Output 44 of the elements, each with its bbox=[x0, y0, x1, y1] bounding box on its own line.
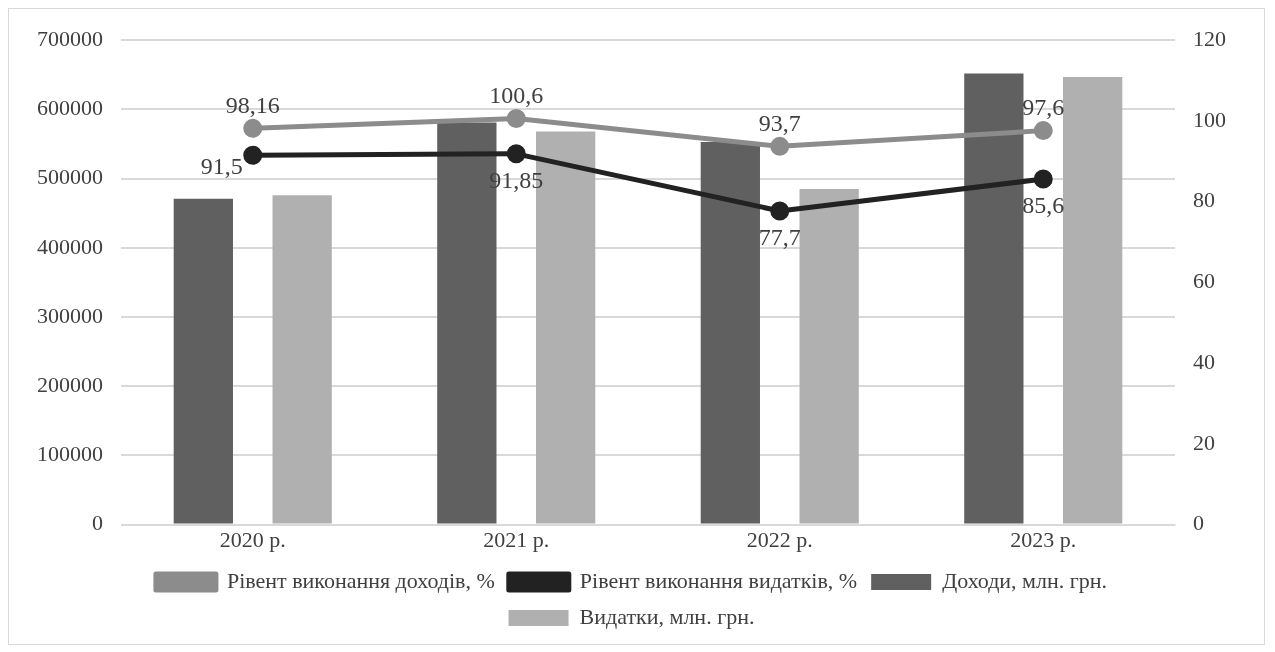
point bbox=[243, 118, 263, 138]
point bbox=[1033, 121, 1053, 141]
point bbox=[506, 144, 526, 164]
y2-tick-label: 40 bbox=[1193, 348, 1215, 374]
legend-label: Рівент виконання видатків, % bbox=[579, 567, 858, 593]
y2-tick-label: 20 bbox=[1193, 429, 1215, 455]
data-label: 97,6 bbox=[1022, 93, 1065, 120]
data-label: 85,6 bbox=[1022, 192, 1065, 219]
y-tick-label: 200000 bbox=[37, 371, 103, 397]
y2-tick-label: 120 bbox=[1193, 25, 1226, 51]
y2-tick-label: 100 bbox=[1193, 106, 1226, 132]
bar bbox=[173, 198, 233, 524]
y-tick-label: 100000 bbox=[37, 441, 103, 467]
x-tick-label: 2022 р. bbox=[746, 526, 813, 552]
y-tick-label: 0 bbox=[92, 510, 103, 536]
point bbox=[243, 145, 263, 165]
bar bbox=[272, 195, 332, 524]
data-label: 91,5 bbox=[200, 152, 243, 179]
legend-label: Доходи, млн. грн. bbox=[942, 567, 1108, 593]
point bbox=[1033, 169, 1053, 189]
data-label: 100,6 bbox=[489, 81, 544, 108]
y-tick-label: 600000 bbox=[37, 95, 103, 121]
data-label: 77,7 bbox=[758, 224, 801, 251]
y2-tick-label: 0 bbox=[1193, 510, 1204, 536]
bar bbox=[700, 141, 760, 524]
y-tick-label: 400000 bbox=[37, 233, 103, 259]
legend-label: Видатки, млн. грн. bbox=[579, 603, 755, 629]
y-tick-label: 700000 bbox=[37, 25, 103, 51]
y2-tick-label: 80 bbox=[1193, 187, 1215, 213]
x-tick-label: 2023 р. bbox=[1010, 526, 1077, 552]
y-tick-label: 300000 bbox=[37, 302, 103, 328]
data-label: 98,16 bbox=[225, 91, 280, 118]
x-tick-label: 2020 р. bbox=[219, 526, 286, 552]
y2-tick-label: 60 bbox=[1193, 268, 1215, 294]
legend-label: Рівент виконання доходів, % bbox=[226, 567, 495, 593]
point bbox=[506, 109, 526, 129]
bar bbox=[964, 73, 1024, 524]
x-tick-label: 2021 р. bbox=[483, 526, 550, 552]
point bbox=[770, 136, 790, 156]
bar bbox=[799, 188, 859, 524]
bar bbox=[1063, 76, 1123, 524]
y-tick-label: 500000 bbox=[37, 164, 103, 190]
data-label: 93,7 bbox=[758, 109, 801, 136]
point bbox=[770, 201, 790, 221]
